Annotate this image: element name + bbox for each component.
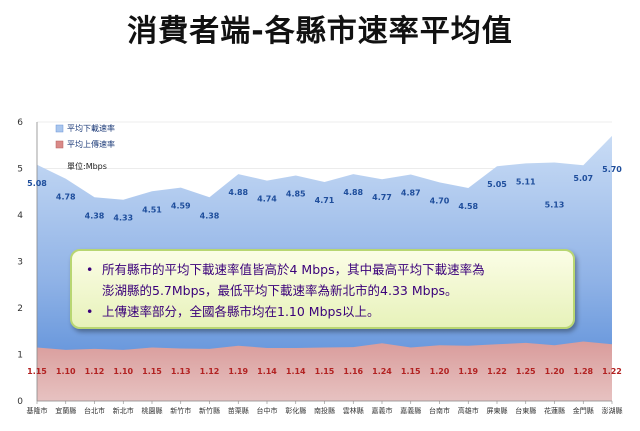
data-label-download: 4.77	[372, 193, 392, 202]
data-label-download: 4.71	[315, 196, 335, 205]
x-tick-label: 基隆市	[27, 406, 48, 415]
data-label-download: 4.58	[458, 202, 478, 211]
data-label-upload: 1.22	[487, 367, 507, 376]
chart-title: 消費者端-各縣市速率平均值	[127, 14, 513, 49]
data-label-download: 4.88	[228, 188, 248, 197]
data-label-download: 4.87	[401, 189, 421, 198]
x-tick-label: 新竹縣	[199, 406, 220, 415]
x-tick-label: 南投縣	[314, 406, 335, 415]
x-tick-label: 台北市	[84, 406, 105, 415]
data-label-download: 4.88	[343, 188, 363, 197]
data-label-upload: 1.15	[401, 367, 421, 376]
data-label-download: 4.70	[430, 196, 450, 205]
data-label-upload: 1.12	[85, 367, 105, 376]
data-label-download: 5.70	[602, 165, 622, 174]
data-label-upload: 1.12	[200, 367, 220, 376]
data-label-upload: 1.10	[56, 367, 76, 376]
x-tick-label: 雲林縣	[343, 406, 364, 415]
data-label-download: 4.38	[85, 211, 105, 220]
x-tick-label: 嘉義市	[372, 406, 393, 415]
data-label-upload: 1.13	[171, 367, 191, 376]
legend-swatch	[55, 140, 64, 149]
data-label-download: 5.05	[487, 180, 507, 189]
data-label-download: 4.74	[257, 195, 277, 204]
x-tick-label: 高雄市	[458, 406, 479, 415]
data-label-upload: 1.16	[343, 367, 363, 376]
y-tick-label: 4	[17, 211, 23, 221]
legend-swatch	[55, 124, 64, 133]
y-tick-label: 3	[17, 258, 23, 268]
data-label-download: 4.59	[171, 202, 191, 211]
data-label-upload: 1.19	[458, 367, 478, 376]
bullet-icon: •	[86, 304, 94, 319]
x-tick-label: 屏東縣	[487, 406, 508, 415]
axes: 0 1 2 3 4 5 6 基隆市 宜蘭縣 台北市 新北市 桃園縣 新竹市 新竹縣 苗栗縣 台中市 彰化縣 南投縣…	[17, 118, 622, 415]
x-tick-label: 澎湖縣	[602, 406, 623, 415]
legend-label: 平均上傳速率	[67, 139, 115, 149]
y-tick-label: 5	[17, 165, 23, 175]
data-label-upload: 1.19	[228, 367, 248, 376]
data-label-upload: 1.10	[113, 367, 133, 376]
y-tick-label: 1	[17, 351, 23, 361]
data-label-download: 5.08	[27, 179, 47, 188]
y-tick-label: 6	[17, 118, 23, 128]
data-label-upload: 1.15	[142, 367, 162, 376]
x-tick-label: 台東縣	[515, 406, 536, 415]
x-tick-label: 苗栗縣	[228, 406, 249, 415]
data-label-upload: 1.20	[545, 367, 565, 376]
data-label-upload: 1.14	[257, 367, 277, 376]
x-tick-label: 新北市	[113, 406, 134, 415]
unit-label: 單位:Mbps	[67, 161, 107, 171]
callout-text: 所有縣市的平均下載速率值皆高於4 Mbps，其中最高平均下載速率為	[102, 262, 485, 277]
x-tick-label: 桃園縣	[142, 406, 163, 415]
callout-line: • 上傳速率部分，全國各縣市均在1.10 Mbps以上。	[86, 301, 561, 322]
x-tick-label: 台中市	[257, 406, 278, 415]
bullet-icon: •	[86, 262, 94, 277]
data-label-download: 4.85	[286, 189, 306, 198]
x-tick-label: 台南市	[429, 406, 450, 415]
callout-line: • 所有縣市的平均下載速率值皆高於4 Mbps，其中最高平均下載速率為	[86, 259, 561, 280]
data-label-upload: 1.25	[516, 367, 536, 376]
x-tick-label: 金門縣	[573, 406, 594, 415]
x-tick-label: 花蓮縣	[544, 406, 565, 415]
data-label-download: 5.07	[573, 174, 593, 183]
data-label-download: 4.78	[56, 193, 76, 202]
data-label-download: 4.51	[142, 205, 162, 214]
data-label-upload: 1.15	[315, 367, 335, 376]
data-label-upload: 1.22	[602, 367, 622, 376]
x-tick-label: 新竹市	[170, 406, 191, 415]
data-labels: 5.08 4.78 4.38 4.33 4.51 4.59 4.38 4.88 4.74 4.85…	[27, 165, 622, 376]
series-area-upload	[37, 341, 612, 401]
callout-text: 上傳速率部分，全國各縣市均在1.10 Mbps以上。	[102, 304, 380, 319]
data-label-download: 4.38	[200, 211, 220, 220]
data-label-upload: 1.20	[430, 367, 450, 376]
data-label-download: 5.13	[545, 200, 565, 209]
data-label-download: 5.11	[516, 177, 536, 186]
y-tick-label: 2	[17, 304, 23, 314]
data-label-download: 4.33	[113, 214, 133, 223]
x-tick-label: 彰化縣	[285, 406, 306, 415]
data-label-upload: 1.15	[27, 367, 47, 376]
data-label-upload: 1.24	[372, 367, 392, 376]
x-tick-label: 嘉義縣	[400, 406, 421, 415]
legend-label: 平均下載速率	[67, 123, 115, 133]
data-label-upload: 1.28	[573, 367, 593, 376]
callout-note: • 所有縣市的平均下載速率值皆高於4 Mbps，其中最高平均下載速率為 澎湖縣的5.…	[70, 249, 575, 329]
y-tick-label: 0	[17, 397, 23, 407]
callout-line: 澎湖縣的5.7Mbps，最低平均下載速率為新北市的4.33 Mbps。	[86, 280, 561, 301]
x-tick-label: 宜蘭縣	[55, 406, 76, 415]
callout-text: 澎湖縣的5.7Mbps，最低平均下載速率為新北市的4.33 Mbps。	[102, 283, 458, 298]
data-label-upload: 1.14	[286, 367, 306, 376]
